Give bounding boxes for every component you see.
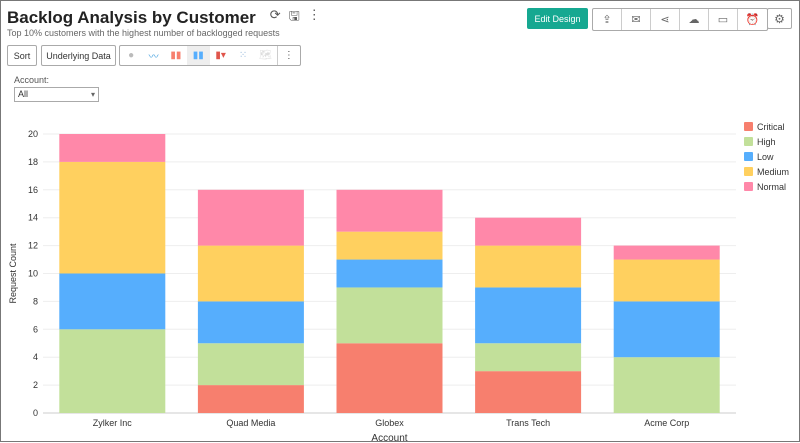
x-tick-label: Acme Corp xyxy=(644,418,689,428)
bar-segment-medium xyxy=(613,259,720,302)
pie-icon[interactable]: ● xyxy=(128,50,135,61)
bar-segment-low xyxy=(336,259,443,288)
bar-segment-normal xyxy=(59,134,166,162)
y-tick-label: 16 xyxy=(28,185,38,195)
y-tick-label: 8 xyxy=(33,296,38,306)
scatter-icon[interactable]: ⁙ xyxy=(238,50,248,61)
legend-checkbox-icon[interactable] xyxy=(744,122,753,131)
legend-checkbox-icon[interactable] xyxy=(744,137,753,146)
y-tick-label: 10 xyxy=(28,269,38,279)
schedule-icon[interactable]: ⏰ xyxy=(745,14,760,26)
bar-segment-medium xyxy=(59,161,166,274)
y-tick-label: 14 xyxy=(28,213,38,223)
bar-segment-medium xyxy=(336,231,443,260)
bar-segment-critical xyxy=(475,371,582,413)
page-title: Backlog Analysis by Customer xyxy=(7,8,256,27)
share-icon[interactable]: ⋖ xyxy=(651,9,680,30)
publish-icon[interactable]: ☁ xyxy=(680,9,709,30)
y-tick-label: 0 xyxy=(33,408,38,418)
chart-type-switcher: ● 〰 ▮▮ ▮▮ ▮▾ ⁙ 🗺 ⋮ xyxy=(119,45,301,66)
legend-item-normal[interactable]: Normal xyxy=(744,179,789,194)
bar-segment-high xyxy=(475,343,582,372)
x-tick-label: Globex xyxy=(375,418,404,428)
refresh-icon[interactable]: ⟳ xyxy=(269,7,281,22)
bar-icon[interactable]: ▮▮ xyxy=(170,50,182,61)
legend-item-critical[interactable]: Critical xyxy=(744,119,789,134)
stacked-bar-icon[interactable]: ▮▮ xyxy=(187,46,210,65)
x-tick-label: Quad Media xyxy=(226,418,275,428)
bar-segment-normal xyxy=(197,189,304,246)
bar-segment-high xyxy=(613,357,720,413)
x-tick-label: Trans Tech xyxy=(506,418,550,428)
legend-label: Normal xyxy=(757,181,787,192)
account-filter-select[interactable]: All xyxy=(14,87,99,102)
email-icon[interactable]: ✉ xyxy=(622,9,651,30)
bar-segment-low xyxy=(475,287,582,344)
bar-segment-normal xyxy=(336,189,443,232)
line-icon[interactable]: 〰 xyxy=(148,52,159,63)
legend-checkbox-icon[interactable] xyxy=(744,182,753,191)
y-axis-title: Request Count xyxy=(8,243,18,304)
legend-label: Medium xyxy=(757,166,790,177)
y-tick-label: 18 xyxy=(28,157,38,167)
legend: Critical High Low Medium Normal xyxy=(744,119,789,194)
title-row: Backlog Analysis by Customer ⟳ 🖫 ⋮ xyxy=(7,7,321,29)
comment-icon[interactable]: ▭ xyxy=(709,9,738,30)
y-tick-label: 4 xyxy=(33,352,38,362)
save-icon[interactable]: 🖫 xyxy=(288,8,300,23)
bar-segment-high xyxy=(59,329,166,413)
bar-segment-medium xyxy=(475,245,582,288)
x-tick-label: Zylker Inc xyxy=(93,418,133,428)
bar-segment-normal xyxy=(613,245,720,260)
y-tick-label: 12 xyxy=(28,241,38,251)
bar-segment-critical xyxy=(336,343,443,413)
legend-item-low[interactable]: Low xyxy=(744,149,789,164)
map-icon[interactable]: 🗺 xyxy=(259,50,272,61)
bar-segment-low xyxy=(59,273,166,330)
legend-label: Critical xyxy=(757,121,785,132)
more-icon[interactable]: ⋮ xyxy=(276,46,300,65)
sort-button[interactable]: Sort xyxy=(7,45,37,66)
bar-segment-high xyxy=(336,287,443,344)
waterfall-icon[interactable]: ▮▾ xyxy=(215,50,226,61)
bar-segment-low xyxy=(613,301,720,358)
legend-label: High xyxy=(757,136,776,147)
underlying-data-button[interactable]: Underlying Data xyxy=(41,45,116,66)
legend-item-medium[interactable]: Medium xyxy=(744,164,789,179)
export-icon[interactable]: ⇪ xyxy=(593,9,622,30)
legend-label: Low xyxy=(757,151,774,162)
y-tick-label: 20 xyxy=(28,129,38,139)
x-axis-title: Account xyxy=(371,433,407,443)
page-subtitle: Top 10% customers with the highest numbe… xyxy=(7,28,280,38)
y-tick-label: 2 xyxy=(33,380,38,390)
bar-segment-high xyxy=(197,343,304,386)
bar-segment-normal xyxy=(475,217,582,246)
y-tick-label: 6 xyxy=(33,324,38,334)
legend-checkbox-icon[interactable] xyxy=(744,152,753,161)
legend-item-high[interactable]: High xyxy=(744,134,789,149)
edit-design-button[interactable]: Edit Design xyxy=(527,8,588,29)
bar-segment-medium xyxy=(197,245,304,302)
more-icon[interactable]: ⋮ xyxy=(307,7,321,22)
bar-segment-critical xyxy=(197,385,304,413)
gear-icon[interactable]: ⚙ xyxy=(767,8,792,29)
account-filter-label: Account: xyxy=(14,75,50,85)
bar-segment-low xyxy=(197,301,304,344)
legend-checkbox-icon[interactable] xyxy=(744,167,753,176)
